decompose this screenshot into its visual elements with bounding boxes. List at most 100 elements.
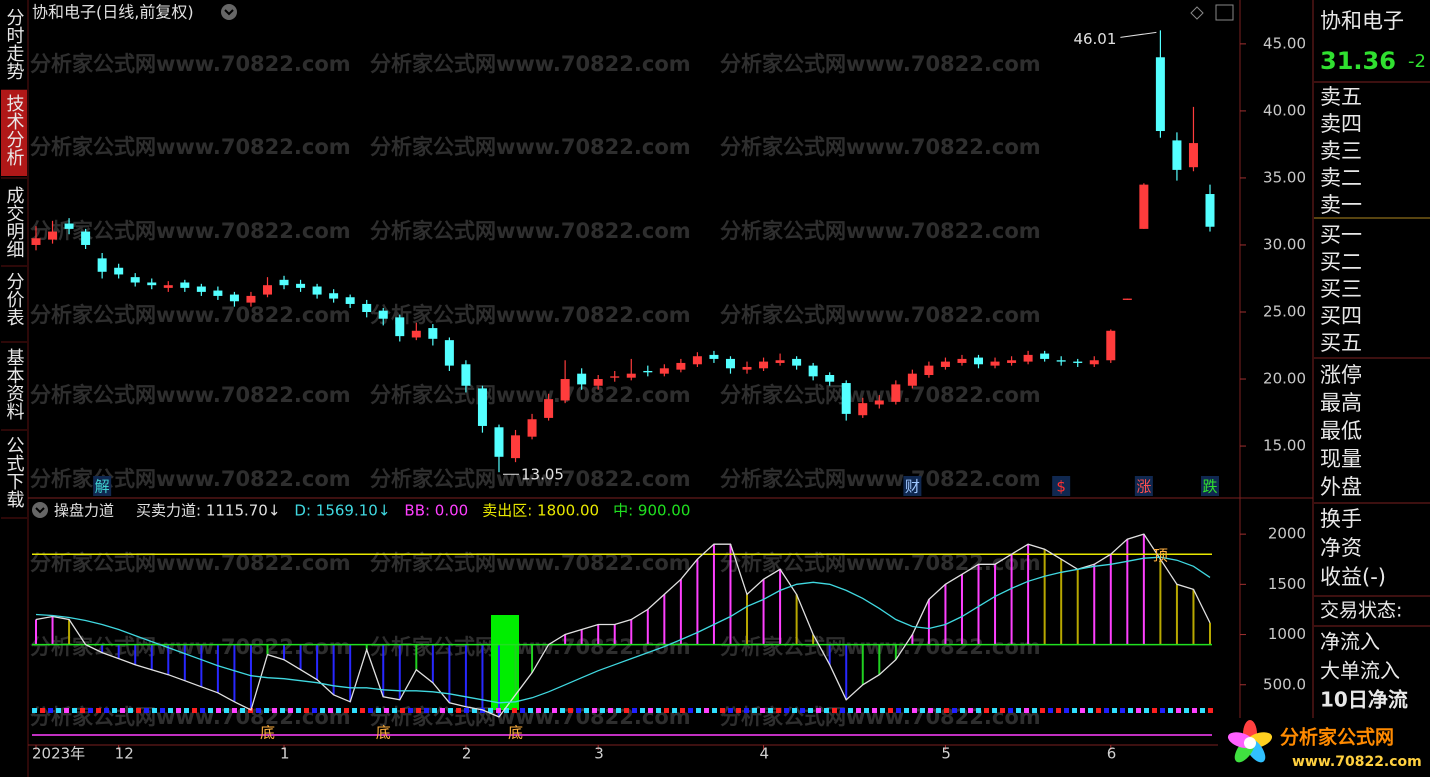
status-dot	[704, 708, 709, 713]
candle-body	[511, 435, 521, 459]
status-dot	[1136, 708, 1141, 713]
status-dot	[192, 708, 197, 713]
status-dot	[1096, 708, 1101, 713]
status-dot	[512, 708, 517, 713]
tab[interactable]: 技术分析	[4, 94, 25, 166]
candle-body	[792, 358, 802, 366]
status-dot	[1064, 708, 1069, 713]
event-label[interactable]: 解	[95, 478, 110, 496]
watermark: 分析家公式网www.70822.com	[370, 303, 691, 327]
candle-body	[1122, 298, 1132, 300]
status-dot	[440, 708, 445, 713]
status-dot	[248, 708, 253, 713]
tab[interactable]: 分价表	[4, 272, 25, 326]
tab[interactable]: 基本资料	[4, 348, 25, 420]
status-dot	[200, 708, 205, 713]
watermark: 分析家公式网www.70822.com	[370, 52, 691, 76]
event-label[interactable]: 跌	[1202, 478, 1217, 496]
status-dot	[664, 708, 669, 713]
tab[interactable]: 公式下载	[4, 436, 25, 508]
status-dot	[152, 708, 157, 713]
status-dot	[40, 708, 45, 713]
quote-text: 收益(-)	[1320, 565, 1386, 589]
status-dot	[1072, 708, 1077, 713]
candle-body	[841, 383, 851, 414]
candle-body	[345, 297, 355, 304]
status-dot	[256, 708, 261, 713]
series-line	[35, 533, 1211, 718]
quote-text: 大单流入	[1320, 659, 1400, 683]
status-dot	[72, 708, 77, 713]
candle-body	[395, 317, 405, 337]
status-dot	[1200, 708, 1205, 713]
event-label[interactable]: $	[1056, 478, 1066, 496]
status-dot	[1080, 708, 1085, 713]
status-dot	[888, 708, 893, 713]
status-dot	[1040, 708, 1045, 713]
status-dot	[736, 708, 741, 713]
candle-body	[312, 286, 322, 295]
candle-body	[560, 379, 570, 401]
candle-body	[759, 361, 769, 369]
watermark: 分析家公式网www.70822.com	[370, 635, 691, 659]
watermark: 分析家公式网www.70822.com	[720, 303, 1041, 327]
status-dot	[816, 708, 821, 713]
quote-text: 卖四	[1320, 112, 1362, 136]
status-dot	[264, 708, 269, 713]
candle-body	[990, 361, 1000, 366]
watermark: 分析家公式网www.70822.com	[370, 383, 691, 407]
legend-entry: D: 1569.10↓	[294, 502, 390, 520]
status-dot	[800, 708, 805, 713]
candle-body	[659, 368, 669, 374]
watermark: 分析家公式网www.70822.com	[30, 705, 351, 729]
quote-text: 买四	[1320, 304, 1362, 328]
candle-body	[1056, 360, 1066, 362]
window-icon[interactable]	[1215, 4, 1234, 21]
candle-body	[527, 419, 537, 437]
quote-text: 最高	[1320, 391, 1362, 415]
status-dot	[176, 708, 181, 713]
candle-body	[378, 310, 388, 319]
status-dot	[592, 708, 597, 713]
legend-entry: 中: 900.00	[613, 502, 690, 520]
status-dot	[680, 708, 685, 713]
y-tick-label: 40.00	[1263, 101, 1306, 119]
quote-text: 净资	[1320, 536, 1362, 560]
candle-body	[494, 427, 504, 457]
event-label[interactable]: 财	[905, 478, 920, 496]
candle-body	[411, 330, 421, 338]
status-dot	[240, 708, 245, 713]
quote-text: 最低	[1320, 419, 1362, 443]
status-dot	[584, 708, 589, 713]
status-dot	[536, 708, 541, 713]
event-bg	[1052, 476, 1071, 496]
status-dot	[384, 708, 389, 713]
candle-body	[444, 340, 454, 366]
status-dot	[232, 708, 237, 713]
status-dot	[280, 708, 285, 713]
menu-icon[interactable]	[32, 502, 48, 518]
candle-body	[461, 364, 471, 386]
status-dot	[352, 708, 357, 713]
status-dot	[160, 708, 165, 713]
status-dot	[1016, 708, 1021, 713]
candle-body	[1040, 353, 1050, 359]
y-tick-label: 1500	[1268, 575, 1306, 593]
status-dot	[1168, 708, 1173, 713]
tab[interactable]: 成交明细	[4, 186, 25, 258]
diamond-icon[interactable]	[1190, 6, 1204, 20]
menu-icon[interactable]	[221, 4, 237, 20]
status-dot	[32, 708, 37, 713]
tab[interactable]: 分时走势	[4, 8, 25, 80]
watermark: 分析家公式网www.70822.com	[720, 219, 1041, 243]
status-dot	[1152, 708, 1157, 713]
candle-body	[362, 303, 372, 312]
watermark: 分析家公式网www.70822.com	[720, 635, 1041, 659]
quote-text: 交易状态:	[1320, 600, 1402, 622]
status-dot	[808, 708, 813, 713]
status-dot	[648, 708, 653, 713]
status-dot	[144, 708, 149, 713]
event-label[interactable]: 涨	[1136, 478, 1151, 496]
